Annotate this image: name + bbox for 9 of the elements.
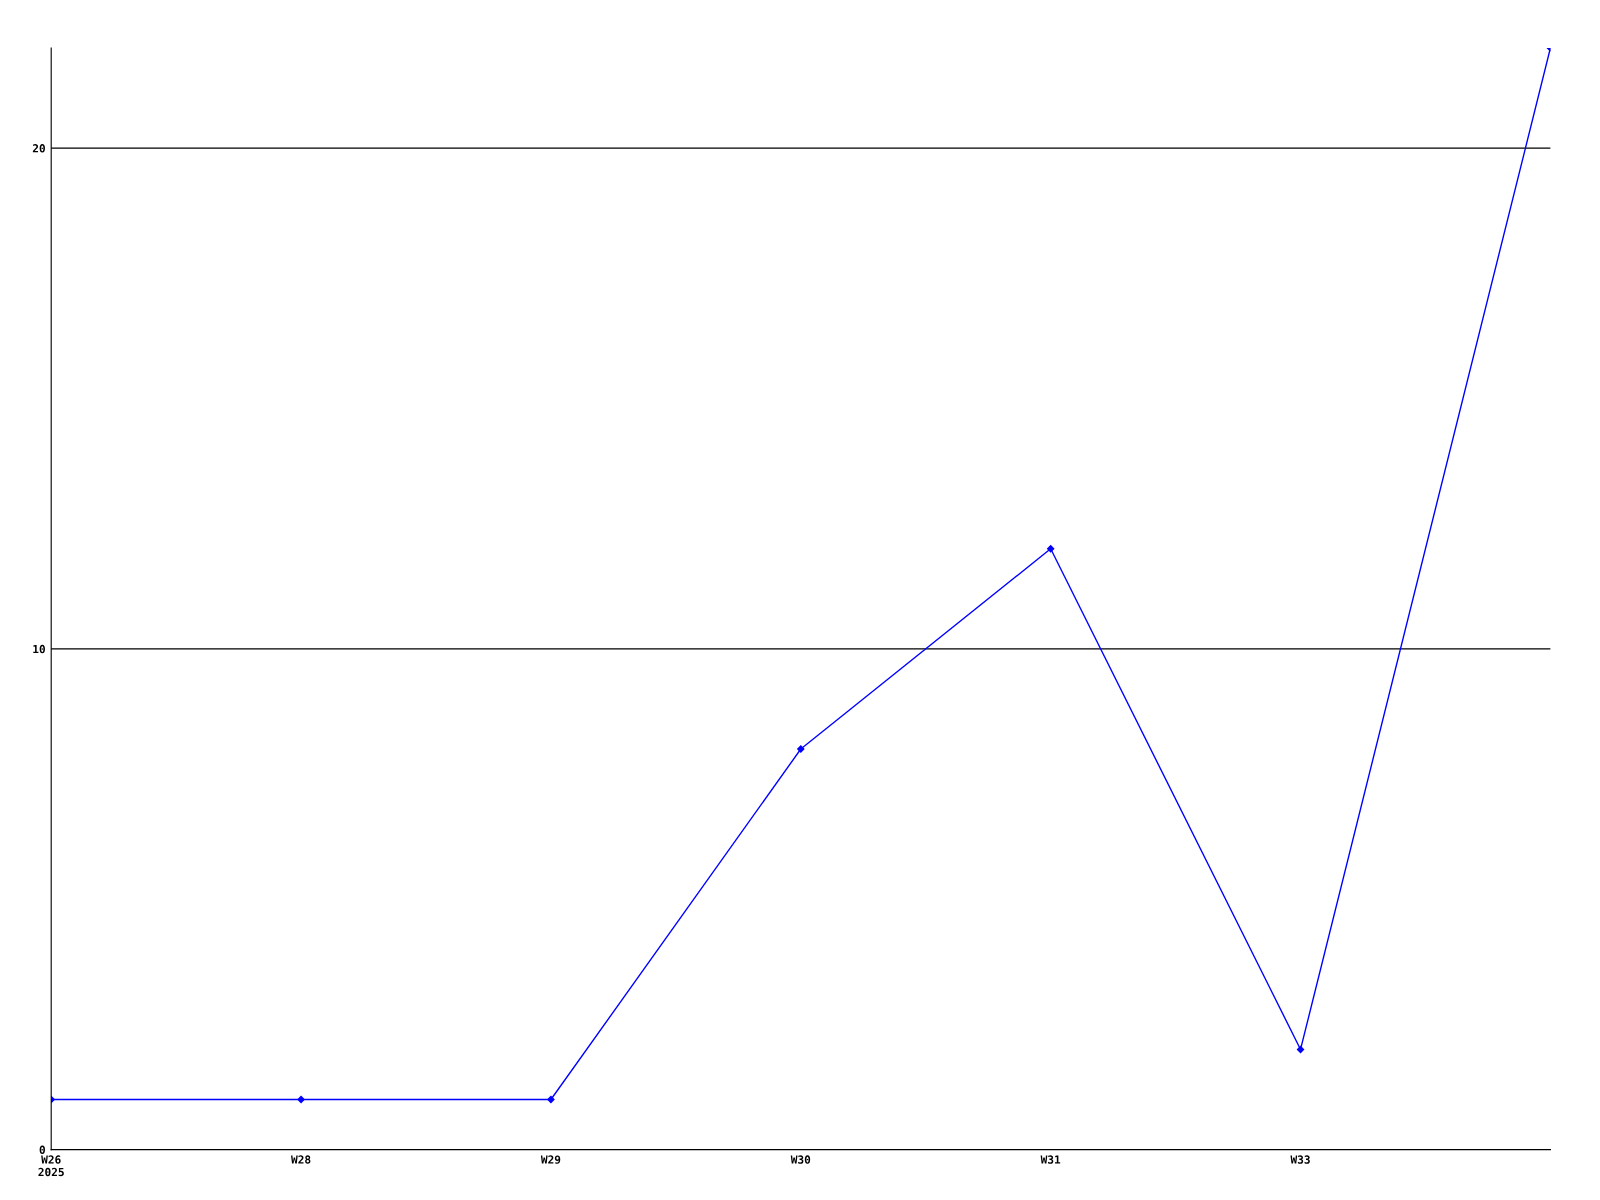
y-tick-label: 10 xyxy=(33,644,45,654)
y-tick-label: 0 xyxy=(39,1145,45,1154)
x-tick-label: W26 2025 xyxy=(38,1155,64,1177)
y-tick-label: 20 xyxy=(32,144,45,153)
x-tick-label: W31 xyxy=(1040,1155,1061,1164)
x-tick-label: W28 xyxy=(291,1155,311,1164)
x-tick-label: W30 xyxy=(790,1155,811,1164)
x-tick-label: W29 xyxy=(540,1155,561,1164)
x-tick-label: W33 xyxy=(1290,1155,1310,1164)
